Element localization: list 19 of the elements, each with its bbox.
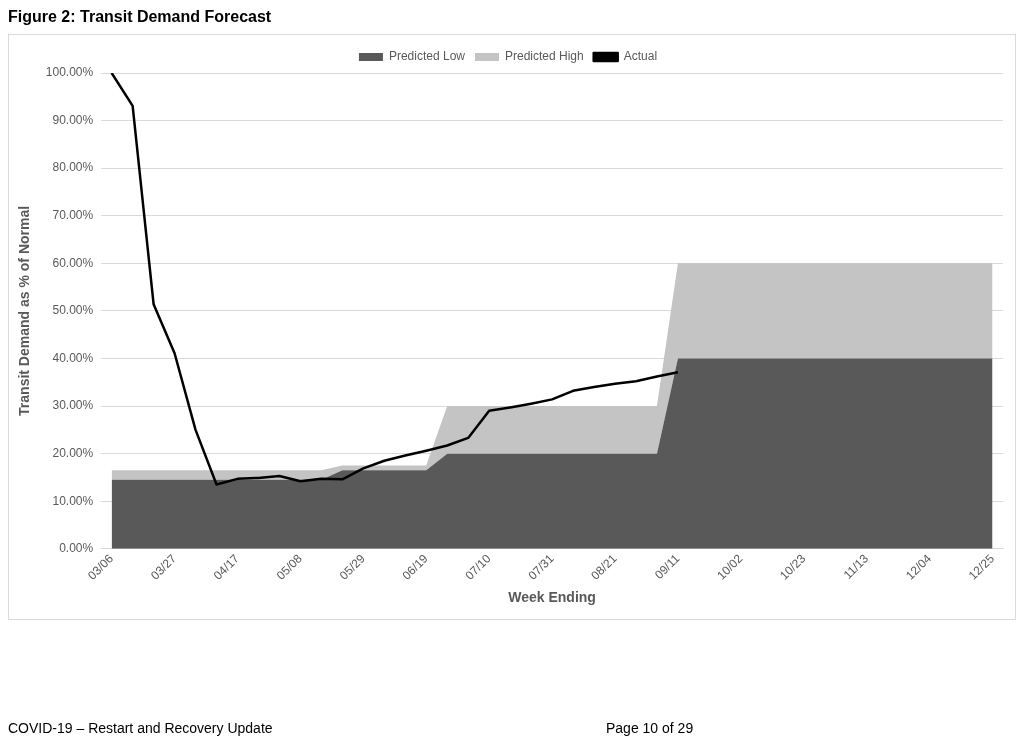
legend-label: Predicted Low <box>388 49 466 64</box>
y-tick-label: 80.00% <box>52 160 94 175</box>
legend-label: Predicted High <box>504 49 584 64</box>
y-axis-title: Transit Demand as % of Normal <box>16 205 33 416</box>
y-tick-label: 70.00% <box>52 208 94 223</box>
y-tick-label: 30.00% <box>52 398 94 413</box>
y-tick-label: 50.00% <box>52 303 94 318</box>
x-axis-title: Week Ending <box>508 589 596 606</box>
y-tick-label: 10.00% <box>52 493 94 508</box>
legend-label: Actual <box>623 49 658 64</box>
y-tick-label: 90.00% <box>52 112 94 127</box>
y-tick-label: 40.00% <box>52 350 94 365</box>
y-tick-label: 20.00% <box>52 445 94 460</box>
y-tick-label: 60.00% <box>52 255 94 270</box>
y-tick-label: 0.00% <box>59 541 94 556</box>
y-tick-label: 100.00% <box>45 65 94 80</box>
text: COVID-19 – Restart and Recovery Update <box>8 720 274 736</box>
chart-title: Figure 2: Transit Demand Forecast <box>8 8 273 26</box>
text: Page 10 of 29 <box>606 720 694 736</box>
